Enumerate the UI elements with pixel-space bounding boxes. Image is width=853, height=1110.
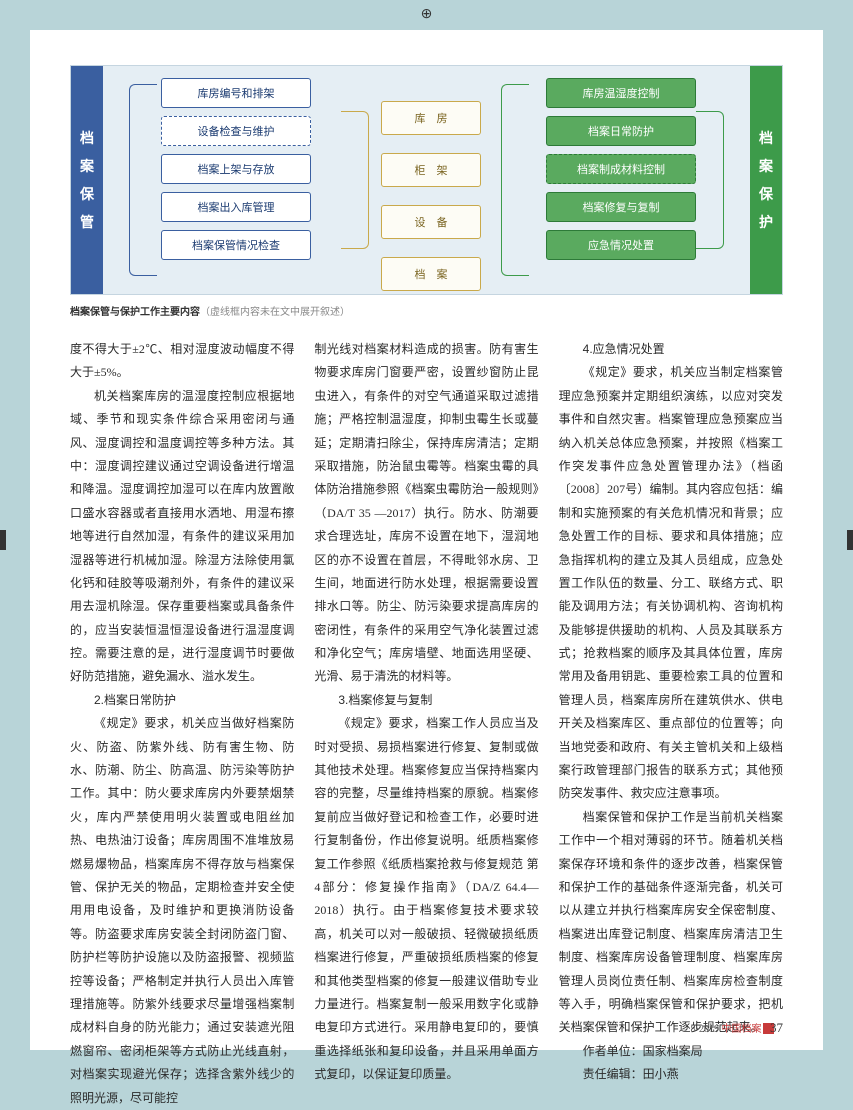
subheading: 4.应急情况处置 [559, 338, 783, 361]
caption-bold: 档案保管与保护工作主要内容 [70, 307, 200, 318]
diagram-col-3: 库房温湿度控制档案日常防护档案制成材料控制档案修复与复制应急情况处置 [546, 78, 696, 260]
label-char: 档 [80, 128, 94, 148]
para: 《规定》要求，机关应当制定档案管理应急预案并定期组织演练，以应对突发事件和自然灾… [559, 361, 783, 805]
bracket-left [129, 84, 157, 276]
diagram-node: 库房编号和排架 [161, 78, 311, 108]
diagram-node: 库 房 [381, 101, 481, 135]
diagram-node: 档案上架与存放 [161, 154, 311, 184]
para-text: 档案保管和保护工作是当前机关档案工作中一个相对薄弱的环节。随着机关档案保存环境和… [559, 810, 783, 1035]
diagram-node: 档案出入库管理 [161, 192, 311, 222]
diagram-node: 档案修复与复制 [546, 192, 696, 222]
editor-credit: 责任编辑：田小燕 [559, 1063, 783, 1086]
label-char: 保 [80, 184, 94, 204]
label-char: 管 [80, 212, 94, 232]
subheading: 3.档案修复与复制 [314, 689, 538, 712]
diagram-node: 库房温湿度控制 [546, 78, 696, 108]
label-char: 档 [759, 128, 773, 148]
diagram-right-label: 档案保护 [750, 66, 782, 294]
edge-mark-right [847, 530, 853, 550]
flow-diagram: 档案保管 档案保护 库房编号和排架设备检查与维护档案上架与存放档案出入库管理档案… [70, 65, 783, 295]
para: 机关档案库房的温湿度控制应根据地域、季节和现实条件综合采用密闭与通风、湿度调控和… [70, 385, 294, 689]
column-1: 度不得大于±2℃、相对湿度波动幅度不得大于±5%。 机关档案库房的温湿度控制应根… [70, 338, 294, 1110]
page-number: 37 [770, 1020, 783, 1035]
diagram-node: 应急情况处置 [546, 230, 696, 260]
body-columns: 度不得大于±2℃、相对湿度波动幅度不得大于±5%。 机关档案库房的温湿度控制应根… [70, 338, 783, 1110]
label-char: 案 [759, 156, 773, 176]
para: 制光线对档案材料造成的损害。防有害生物要求库房门窗要严密，设置纱窗防止昆虫进入，… [314, 338, 538, 689]
diagram-caption: 档案保管与保护工作主要内容（虚线框内容未在文中展开叙述） [70, 303, 783, 318]
edge-mark-left [0, 530, 6, 550]
issue-number: 8·2019 [691, 1024, 719, 1035]
para: 《规定》要求，档案工作人员应当及时对受损、易损档案进行修复、复制或做其他技术处理… [314, 712, 538, 1086]
bracket-mid-left [341, 111, 369, 249]
para: 《规定》要求，机关应当做好档案防火、防盗、防紫外线、防有害生物、防水、防潮、防尘… [70, 712, 294, 1110]
subheading: 2.档案日常防护 [70, 689, 294, 712]
diagram-node: 设备检查与维护 [161, 116, 311, 146]
label-char: 保 [759, 184, 773, 204]
diagram-node: 档 案 [381, 257, 481, 291]
diagram-node: 柜 架 [381, 153, 481, 187]
registration-mark-top: ⊕ [421, 6, 433, 23]
diagram-left-label: 档案保管 [71, 66, 103, 294]
journal-name: 中国档案 [722, 1024, 762, 1035]
author-unit: 作者单位：国家档案局 [559, 1040, 783, 1063]
para: 档案保管和保护工作是当前机关档案工作中一个相对薄弱的环节。随着机关档案保存环境和… [559, 806, 783, 1040]
diagram-col-2: 库 房柜 架设 备档 案 [381, 101, 481, 291]
label-char: 护 [759, 212, 773, 232]
diagram-node: 档案制成材料控制 [546, 154, 696, 184]
diagram-node: 档案保管情况检查 [161, 230, 311, 260]
diagram-col-1: 库房编号和排架设备检查与维护档案上架与存放档案出入库管理档案保管情况检查 [161, 78, 311, 260]
page-footer: 8·2019 中国档案 37 [691, 1020, 783, 1036]
para: 度不得大于±2℃、相对湿度波动幅度不得大于±5%。 [70, 338, 294, 385]
diagram-node: 档案日常防护 [546, 116, 696, 146]
page: 档案保管 档案保护 库房编号和排架设备检查与维护档案上架与存放档案出入库管理档案… [30, 30, 823, 1050]
bracket-right [696, 111, 724, 249]
caption-note: （虚线框内容未在文中展开叙述） [200, 307, 350, 318]
label-char: 案 [80, 156, 94, 176]
diagram-node: 设 备 [381, 205, 481, 239]
column-2: 制光线对档案材料造成的损害。防有害生物要求库房门窗要严密，设置纱窗防止昆虫进入，… [314, 338, 538, 1110]
bracket-mid-right [501, 84, 529, 276]
column-3: 4.应急情况处置 《规定》要求，机关应当制定档案管理应急预案并定期组织演练，以应… [559, 338, 783, 1110]
